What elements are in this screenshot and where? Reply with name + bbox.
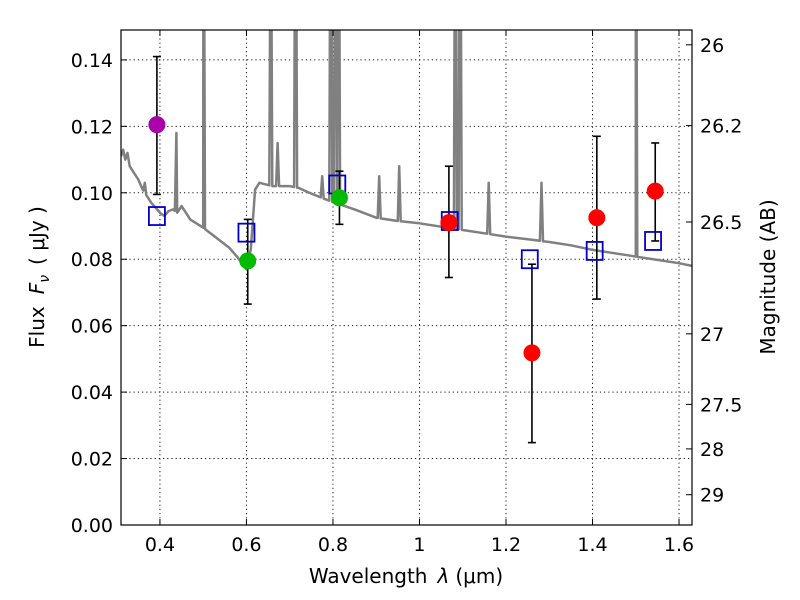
observed-flux-point [148, 116, 166, 134]
model-photometry-square [585, 241, 604, 261]
magnitude-tick-label: 28 [700, 439, 724, 461]
x-axis-title: Wavelength λ (μm) [309, 564, 503, 588]
observed-flux-point [440, 214, 458, 232]
x-tick-label: 1.4 [577, 534, 607, 556]
y-tick-label: 0.12 [71, 116, 113, 138]
x-tick-label: 0.6 [231, 534, 261, 556]
model-photometry-square [644, 231, 662, 251]
magnitude-tick-label: 26 [700, 35, 724, 57]
model-photometry-square [520, 249, 539, 270]
observed-flux-point [646, 182, 664, 200]
y-axis-title-subscript: ν [37, 275, 53, 283]
y-tick-label: 0.14 [71, 50, 113, 72]
magnitude-tick-label: 27.5 [700, 394, 742, 416]
model-spectrum-line [121, 30, 692, 271]
model-photometry-square [237, 222, 256, 243]
model-photometry-square [148, 206, 166, 226]
y-axis-title: Flux Fν ( μJy ) [25, 206, 53, 348]
observed-photometry-points [148, 116, 664, 362]
axis-ticks: 0.4 0.6 0.8 1 1.2 1.4 1.6 0.00 0.02 0.04 0.06 0.08 0… [71, 30, 742, 556]
y-tick-label: 0.08 [71, 249, 113, 271]
magnitude-axis-title: Magnitude (AB) [756, 199, 780, 354]
x-tick-label: 0.4 [145, 534, 175, 556]
plot-frame [120, 29, 693, 526]
y-axis-title-unit: ( μJy ) [25, 206, 49, 265]
observed-flux-point [330, 189, 348, 207]
y-tick-label: 0.04 [71, 382, 113, 404]
magnitude-tick-label: 29 [700, 485, 724, 507]
y-axis-title-text: Flux [25, 306, 49, 348]
y-tick-label: 0.06 [71, 316, 113, 338]
x-axis-title-unit: (μm) [455, 564, 503, 588]
x-tick-label: 1.6 [664, 534, 694, 556]
x-axis-title-symbol: λ [437, 564, 450, 588]
magnitude-tick-label: 26.2 [700, 116, 742, 138]
y-tick-label: 0.10 [71, 183, 113, 205]
x-tick-label: 1 [413, 534, 425, 556]
x-tick-label: 0.8 [318, 534, 348, 556]
y-tick-label: 0.00 [71, 515, 113, 537]
y-tick-label: 0.02 [71, 449, 113, 471]
y-axis-title-symbol: F [25, 282, 49, 294]
observed-flux-point [523, 344, 541, 362]
magnitude-tick-label: 27 [700, 324, 724, 346]
grid-lines [121, 30, 692, 525]
model-photometry-squares [148, 174, 662, 270]
observed-flux-point [588, 209, 606, 227]
observed-flux-point [239, 252, 257, 270]
error-bars [152, 55, 660, 444]
magnitude-tick-label: 26.5 [700, 212, 742, 234]
x-axis-title-text: Wavelength [309, 564, 428, 588]
x-tick-label: 1.2 [491, 534, 521, 556]
